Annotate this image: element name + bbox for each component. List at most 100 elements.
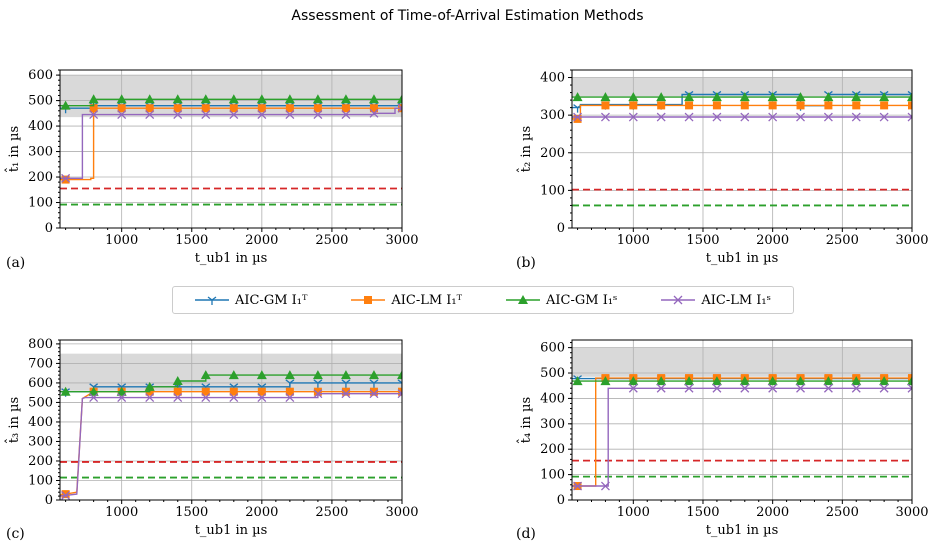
data-point [628,376,639,386]
data-point [228,94,239,104]
data-point [257,104,266,113]
legend-swatch-lm-s [661,295,696,305]
series-group [572,374,912,491]
data-point [257,393,267,403]
data-point [823,92,834,102]
y-tick-label: 0 [557,221,565,236]
data-point [908,374,912,383]
y-tick-label: 500 [28,94,53,109]
data-point [285,104,294,113]
figure-title: Assessment of Time-of-Arrival Estimation… [291,8,644,24]
data-point [879,92,890,102]
x-tick-label: 1500 [686,505,719,520]
legend-label: AIC-GM I₁ˢ [546,292,618,308]
panel-label-d: (d) [516,526,536,542]
data-point [369,387,378,396]
y-axis-label: t̂₂ in µs [516,126,534,173]
data-point [116,386,127,396]
data-point [712,112,722,122]
data-point [684,376,695,386]
data-point [285,387,294,396]
legend-marker [673,295,683,305]
y-tick-label: 600 [28,376,53,391]
legend-item: AIC-LM I₁ᵀ [351,293,462,308]
y-tick-label: 200 [540,442,565,457]
data-point [285,110,295,120]
data-point [823,383,833,393]
data-point [573,114,582,123]
data-point [60,100,71,110]
legend-swatch-gm-s [506,295,541,304]
data-point [397,379,402,388]
x-axis-label: t_ub1 in µs [706,523,779,538]
legend-label: AIC-LM I₁ᵀ [391,292,463,308]
data-point [851,383,861,393]
y-tick-label: 600 [28,68,53,83]
y-tick-label: 0 [557,493,565,508]
data-point [368,370,379,380]
x-tick-label: 2500 [315,233,348,248]
legend-item: AIC-GM I₁ᵀ [194,293,307,308]
data-point [879,383,889,393]
data-point [851,92,862,102]
axes-frame [59,339,403,501]
y-tick-label: 400 [540,391,565,406]
data-point [684,112,694,122]
panel-label-c: (c) [6,526,25,542]
legend: AIC-GM I₁ᵀ AIC-LM I₁ᵀ AIC-GM I₁ˢ AIC-LM … [172,286,794,314]
data-point [907,112,912,122]
y-tick-label: 400 [28,415,53,430]
y-tick-label: 500 [540,366,565,381]
data-point [880,101,889,110]
data-point [145,110,155,120]
data-point [852,101,861,110]
data-point [601,101,610,110]
data-point [341,110,351,120]
x-tick-label: 1500 [175,505,208,520]
data-point [712,101,721,110]
data-point [851,112,861,122]
data-point [88,386,99,396]
data-point [228,370,239,380]
data-point [61,173,71,183]
panel-label-b: (b) [516,255,536,271]
series-group [572,90,912,123]
axes-frame [571,69,913,229]
data-point [172,94,183,104]
data-point [257,110,267,120]
y-tick-label: 100 [540,468,565,483]
data-point [600,92,611,102]
data-point [117,393,127,403]
shaded-band [572,77,912,97]
data-point [879,112,889,122]
legend-swatch-gm-t [194,296,229,305]
legend-swatch-lm-t [351,296,386,304]
data-point [908,101,912,110]
data-point [229,393,239,403]
data-point [173,393,183,403]
x-axis-label: t_ub1 in µs [195,523,268,538]
data-point [369,389,379,399]
data-point [600,376,611,386]
data-point [397,94,402,104]
y-tick-label: 300 [540,108,565,123]
y-tick-label: 100 [540,183,565,198]
data-point [200,94,211,104]
y-tick-label: 200 [28,454,53,469]
data-point [369,379,379,388]
data-point [341,387,350,396]
shaded-band [572,347,912,377]
data-point [768,101,777,110]
chart-panel: 1000 1500 2000 2500 3000 0 100 200 300 400 500 600 t… [4,68,418,266]
data-point [740,112,750,122]
legend-item: AIC-GM I₁ˢ [506,293,617,308]
data-point [145,393,155,403]
series-line [572,377,912,487]
data-point [823,112,833,122]
data-point [313,110,323,120]
data-point [711,92,722,102]
series-line [60,107,402,181]
y-tick-label: 0 [45,493,53,508]
data-point [795,92,806,102]
data-point [685,101,694,110]
